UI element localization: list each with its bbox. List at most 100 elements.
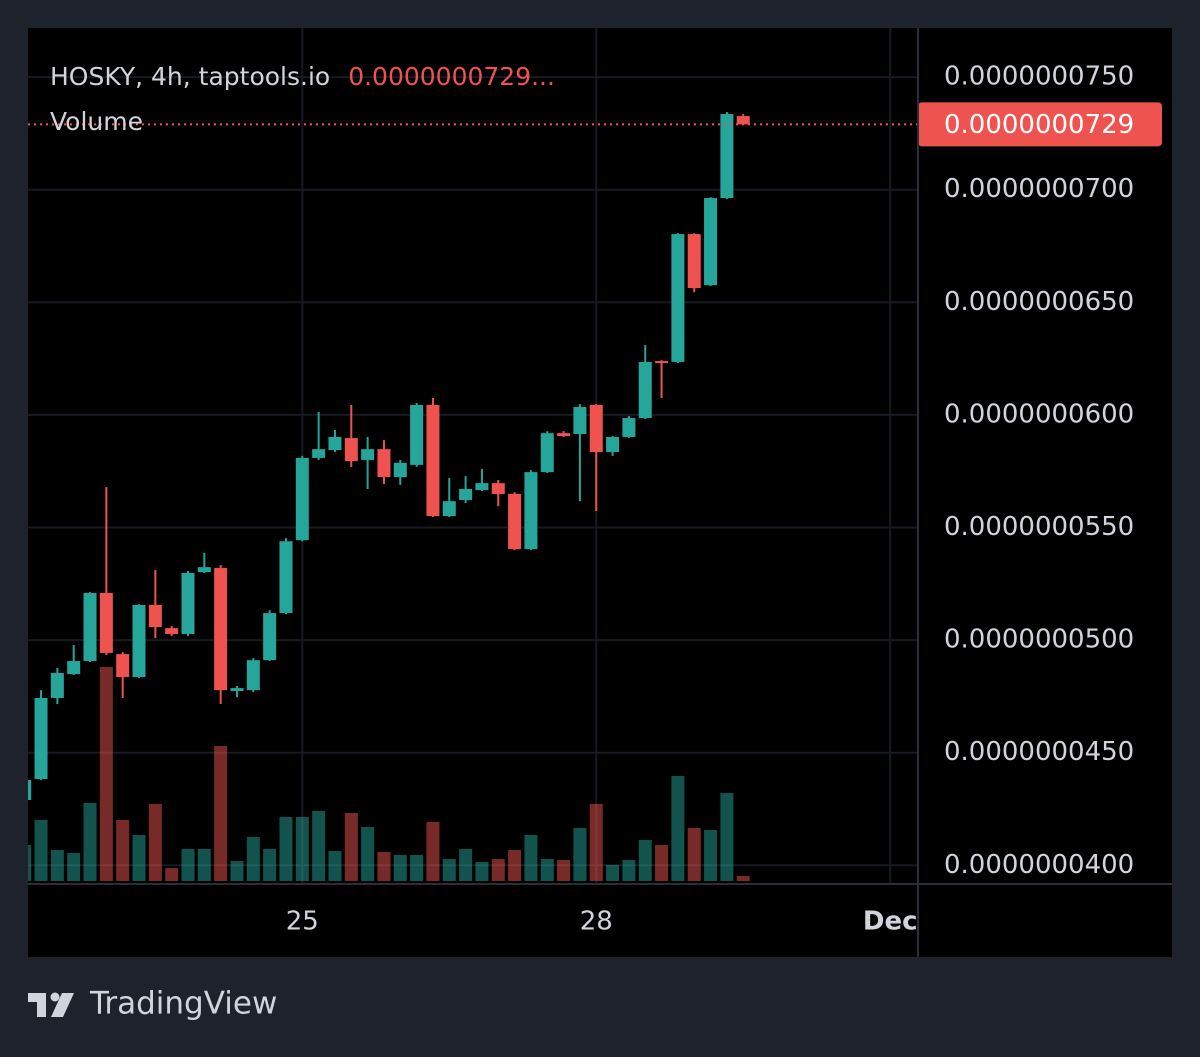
- candle-body: [491, 483, 505, 494]
- volume-bar: [508, 850, 522, 881]
- candle-body: [312, 449, 326, 458]
- candle-body: [426, 404, 440, 517]
- volume-layer: [28, 667, 750, 881]
- candle-body: [197, 567, 211, 573]
- candle-body: [50, 672, 64, 698]
- candle-body: [279, 541, 293, 614]
- candle-body: [361, 449, 375, 460]
- volume-bar: [165, 868, 179, 881]
- volume-bar: [410, 855, 424, 881]
- candle-body: [524, 472, 538, 550]
- x-tick-label: 28: [580, 907, 613, 937]
- grid: [28, 28, 918, 884]
- volume-bar: [230, 861, 244, 881]
- volume-bar: [83, 803, 97, 881]
- candle-body: [720, 114, 734, 199]
- volume-bar: [426, 822, 440, 881]
- candle-body: [246, 660, 260, 691]
- volume-bar: [246, 837, 260, 881]
- candle-body: [67, 661, 81, 675]
- candle-body: [540, 433, 554, 473]
- y-tick-label: 0.0000000450: [944, 737, 1134, 767]
- candle-body: [344, 438, 358, 462]
- volume-bar: [573, 828, 587, 881]
- candle-body: [508, 493, 522, 550]
- volume-bar: [28, 845, 32, 881]
- volume-bar: [148, 804, 162, 881]
- candle-body: [214, 568, 228, 691]
- candle-body: [442, 501, 456, 517]
- candle-body: [736, 116, 750, 125]
- volume-bar: [99, 667, 113, 881]
- brand-name: TradingView: [89, 986, 277, 1022]
- legend-title: HOSKY, 4h, taptools.io 0.0000000729...: [50, 62, 555, 91]
- volume-bar: [116, 820, 130, 881]
- logo-icon: [51, 993, 74, 1017]
- last-price-badge: [918, 102, 1162, 147]
- candle-body: [557, 433, 571, 437]
- candle-body: [83, 593, 97, 662]
- candle-layer: [28, 112, 750, 800]
- volume-bar: [214, 746, 228, 881]
- volume-bar: [344, 813, 358, 881]
- volume-bar: [459, 849, 473, 881]
- volume-legend: Volume: [50, 107, 143, 136]
- x-tick-label: 25: [286, 907, 319, 937]
- y-tick-label: 0.0000000500: [944, 625, 1134, 655]
- candle-body: [165, 628, 179, 635]
- candle-body: [28, 779, 32, 800]
- overlay: 0.0000000729: [28, 102, 1162, 147]
- candle-body: [132, 604, 146, 678]
- volume-bar: [524, 835, 538, 881]
- candle-body: [99, 593, 113, 653]
- volume-bar: [736, 876, 750, 881]
- logo-icon: [28, 993, 46, 1017]
- price-axis: 0.0000000400 0.0000000450 0.0000000500 0.00…: [944, 62, 1134, 880]
- volume-bar: [655, 845, 669, 881]
- volume-bar: [393, 855, 407, 881]
- candle-body: [655, 361, 669, 364]
- volume-bar: [704, 830, 718, 881]
- volume-bar: [671, 776, 685, 881]
- volume-bar: [132, 835, 146, 881]
- y-tick-label: 0.0000000550: [944, 512, 1134, 542]
- tradingview-logo: TradingView: [28, 986, 277, 1022]
- volume-bar: [34, 820, 48, 881]
- candle-body: [638, 361, 652, 419]
- candle-body: [687, 234, 701, 289]
- volume-bar: [638, 840, 652, 881]
- volume-bar: [361, 827, 375, 881]
- candle-body: [589, 404, 603, 453]
- volume-bar: [263, 849, 277, 881]
- candle-body: [230, 688, 244, 692]
- volume-bar: [312, 811, 326, 881]
- volume-bar: [279, 817, 293, 881]
- y-tick-label: 0.0000000700: [944, 174, 1134, 204]
- candle-body: [459, 488, 473, 501]
- volume-bar: [67, 853, 81, 881]
- candle-body: [393, 462, 407, 478]
- candle-body: [671, 234, 685, 362]
- volume-bar: [197, 849, 211, 881]
- candle-body: [573, 407, 587, 435]
- logo-icon: [50, 992, 60, 1002]
- candle-body: [295, 457, 309, 541]
- y-tick-label: 0.0000000650: [944, 287, 1134, 317]
- candle-body: [181, 572, 195, 635]
- legend-symbol: HOSKY, 4h, taptools.io: [50, 62, 330, 91]
- volume-bar: [589, 804, 603, 881]
- candle-body: [475, 483, 489, 491]
- volume-bar: [606, 865, 620, 881]
- candle-body: [34, 697, 48, 780]
- time-axis: 25 28 Dec: [286, 907, 918, 937]
- volume-bar: [295, 817, 309, 881]
- volume-bar: [50, 850, 64, 881]
- volume-bar: [720, 793, 734, 881]
- candle-body: [704, 198, 718, 286]
- volume-bar: [377, 852, 391, 881]
- volume-bar: [540, 859, 554, 881]
- candle-body: [263, 613, 277, 661]
- candle-body: [148, 604, 162, 628]
- volume-bar: [557, 860, 571, 881]
